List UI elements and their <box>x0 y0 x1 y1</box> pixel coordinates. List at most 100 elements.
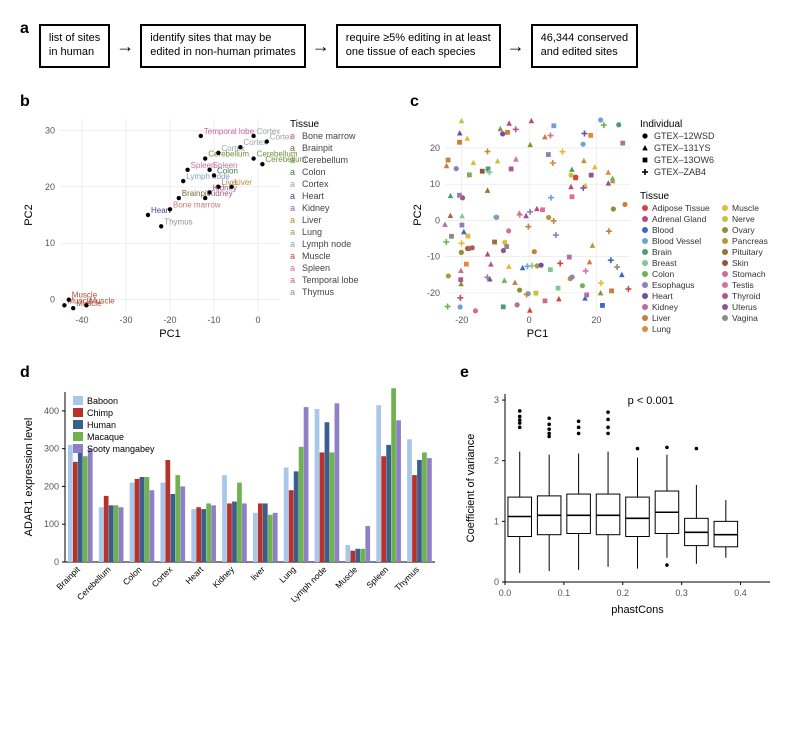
svg-text:Baboon: Baboon <box>87 396 118 406</box>
svg-text:a: a <box>290 275 295 285</box>
svg-text:ADAR1 expression level: ADAR1 expression level <box>23 417 35 536</box>
svg-text:10: 10 <box>430 179 440 189</box>
svg-text:Macaque: Macaque <box>87 432 124 442</box>
svg-text:Brainpit: Brainpit <box>54 563 82 591</box>
svg-text:GTEX–13OW6: GTEX–13OW6 <box>654 155 714 165</box>
svg-text:Thymus: Thymus <box>164 217 192 226</box>
svg-text:Ovary: Ovary <box>732 225 755 235</box>
svg-text:Thymus: Thymus <box>302 287 335 297</box>
svg-text:liver: liver <box>249 564 267 582</box>
flowchart: list of sitesin human→identify sites tha… <box>39 24 638 68</box>
svg-text:0.1: 0.1 <box>558 588 571 598</box>
svg-text:0.4: 0.4 <box>734 588 747 598</box>
svg-text:-20: -20 <box>427 287 440 297</box>
svg-text:a: a <box>290 203 295 213</box>
svg-text:Lung: Lung <box>652 324 671 334</box>
svg-text:Heart: Heart <box>183 563 205 585</box>
flow-box: identify sites that may beedited in non-… <box>140 24 306 68</box>
svg-text:Kidney: Kidney <box>302 203 330 213</box>
svg-text:Bone marrow: Bone marrow <box>302 131 356 141</box>
panel-d-label: d <box>20 364 30 381</box>
svg-text:20: 20 <box>45 181 55 191</box>
svg-text:Thyroid: Thyroid <box>732 291 761 301</box>
svg-text:Pancreas: Pancreas <box>732 236 768 246</box>
bar-chart-d: 0100200300400BrainpitCerebellumColonCort… <box>20 382 440 617</box>
svg-text:Breast: Breast <box>652 258 677 268</box>
panel-d: d 0100200300400BrainpitCerebellumColonCo… <box>20 364 440 622</box>
svg-text:a: a <box>290 167 295 177</box>
panel-b-label: b <box>20 93 30 110</box>
svg-text:Brain: Brain <box>652 247 672 257</box>
svg-text:10: 10 <box>45 238 55 248</box>
svg-text:-30: -30 <box>119 315 132 325</box>
svg-text:a: a <box>290 191 295 201</box>
svg-text:a: a <box>290 251 295 261</box>
svg-text:1: 1 <box>494 516 499 526</box>
svg-text:200: 200 <box>44 481 59 491</box>
svg-text:0.2: 0.2 <box>617 588 630 598</box>
svg-text:a: a <box>290 155 295 165</box>
svg-text:Lung: Lung <box>302 227 322 237</box>
svg-text:Colon: Colon <box>217 166 238 175</box>
svg-text:Testis: Testis <box>732 280 754 290</box>
svg-text:a: a <box>290 131 295 141</box>
svg-text:0: 0 <box>255 315 260 325</box>
boxplot-e: 01230.00.10.20.30.4phastConsCoefficient … <box>460 382 780 617</box>
svg-text:Nerve: Nerve <box>732 214 755 224</box>
svg-text:Temporal lobe: Temporal lobe <box>302 275 359 285</box>
svg-text:400: 400 <box>44 405 59 415</box>
svg-text:-10: -10 <box>207 315 220 325</box>
svg-text:p < 0.001: p < 0.001 <box>628 395 674 407</box>
svg-text:-20: -20 <box>455 315 468 325</box>
panel-e: e 01230.00.10.20.30.4phastConsCoefficien… <box>460 364 780 622</box>
svg-text:Heart: Heart <box>652 291 673 301</box>
svg-text:Muscle: Muscle <box>732 203 759 213</box>
svg-text:Brainpit: Brainpit <box>302 143 333 153</box>
svg-text:Cortex: Cortex <box>243 138 267 147</box>
panel-c-label: c <box>410 93 419 110</box>
svg-text:Coefficient of variance: Coefficient of variance <box>465 433 477 542</box>
svg-text:Spleen: Spleen <box>364 564 390 590</box>
svg-text:Lymph node: Lymph node <box>302 239 351 249</box>
svg-text:Sooty mangabey: Sooty mangabey <box>87 444 155 454</box>
svg-text:Muscle: Muscle <box>302 251 331 261</box>
svg-text:0: 0 <box>54 557 59 567</box>
flow-arrow-icon: → <box>507 37 525 55</box>
svg-text:Colon: Colon <box>302 167 326 177</box>
svg-text:0: 0 <box>527 315 532 325</box>
svg-text:Cerebellum: Cerebellum <box>75 564 113 602</box>
svg-text:Cerebellum: Cerebellum <box>265 155 306 164</box>
svg-text:Vagina: Vagina <box>732 313 758 323</box>
svg-text:GTEX–12WSD: GTEX–12WSD <box>654 131 715 141</box>
svg-text:Blood: Blood <box>652 225 674 235</box>
svg-text:a: a <box>290 215 295 225</box>
svg-text:a: a <box>290 179 295 189</box>
svg-text:Thymus: Thymus <box>393 564 421 592</box>
svg-text:20: 20 <box>591 315 601 325</box>
svg-text:Bone marrow: Bone marrow <box>173 200 221 209</box>
svg-text:phastCons: phastCons <box>611 604 664 616</box>
svg-text:Skin: Skin <box>732 258 749 268</box>
svg-text:0: 0 <box>435 215 440 225</box>
svg-text:Muscle: Muscle <box>333 564 359 590</box>
panel-b: b -40-30-20-1000102030MuscleMuscleMuscle… <box>20 93 390 346</box>
svg-text:PC1: PC1 <box>527 328 548 340</box>
panel-a: a list of sitesin human→identify sites t… <box>20 20 780 68</box>
svg-text:Adipose Tissue: Adipose Tissue <box>652 203 710 213</box>
svg-text:0.3: 0.3 <box>675 588 688 598</box>
svg-text:Liver: Liver <box>235 177 253 186</box>
svg-text:Cerebellum: Cerebellum <box>302 155 348 165</box>
svg-text:PC1: PC1 <box>159 328 180 340</box>
svg-text:Tissue: Tissue <box>640 191 670 202</box>
svg-text:a: a <box>290 143 295 153</box>
pca-plot-c: -20020-20-1001020PC1PC2IndividualGTEX–12… <box>410 111 790 341</box>
svg-text:Tissue: Tissue <box>290 119 320 130</box>
svg-text:Cortex: Cortex <box>150 563 175 588</box>
svg-text:a: a <box>290 227 295 237</box>
panel-c: c -20020-20-1001020PC1PC2IndividualGTEX–… <box>410 93 790 346</box>
svg-text:0: 0 <box>494 577 499 587</box>
svg-text:Chimp: Chimp <box>87 408 113 418</box>
flow-arrow-icon: → <box>116 37 134 55</box>
svg-text:Lung: Lung <box>277 564 298 585</box>
svg-text:Colon: Colon <box>652 269 674 279</box>
